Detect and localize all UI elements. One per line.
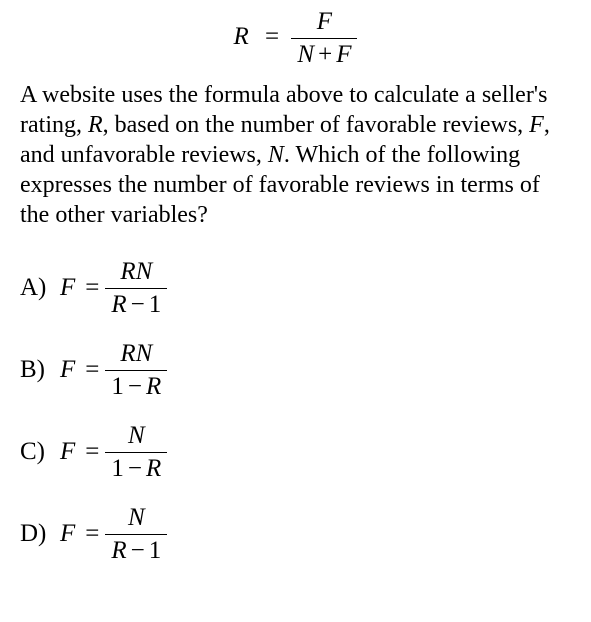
question-var-r: R <box>88 112 103 138</box>
choice-d-expression: F = N R−1 <box>60 504 167 564</box>
choice-d-den-right: 1 <box>149 537 162 564</box>
choice-a-letter: A) <box>20 274 60 302</box>
choice-d-fraction: N R−1 <box>105 504 167 564</box>
answer-choices: A) F = RN R−1 B) F = RN 1− <box>20 258 571 564</box>
choice-a[interactable]: A) F = RN R−1 <box>20 258 571 318</box>
choice-a-den-left: R <box>111 291 126 318</box>
choice-c-expression: F = N 1−R <box>60 422 167 482</box>
equals-sign: = <box>259 23 285 50</box>
choice-d-lhs: F <box>60 520 79 548</box>
choice-b[interactable]: B) F = RN 1−R <box>20 340 571 400</box>
formula-denominator: N+F <box>291 39 357 69</box>
choice-b-num: RN <box>105 340 167 371</box>
choice-a-eq: = <box>79 274 105 302</box>
choice-c-den: 1−R <box>105 453 167 483</box>
choice-c-num: N <box>105 422 167 453</box>
choice-a-den-op: − <box>127 291 149 318</box>
choice-d-den-left: R <box>111 537 126 564</box>
choice-b-eq: = <box>79 356 105 384</box>
choice-d-num: N <box>105 504 167 535</box>
choice-b-den-left: 1 <box>111 373 124 400</box>
choice-c-den-left: 1 <box>111 455 124 482</box>
choice-d-letter: D) <box>20 520 60 548</box>
choice-b-den: 1−R <box>105 371 167 401</box>
question-container: R = F N+F A website uses the formula abo… <box>0 0 591 606</box>
den-var-n: N <box>297 41 314 68</box>
choice-b-fraction: RN 1−R <box>105 340 167 400</box>
formula-lhs: R <box>234 23 253 50</box>
formula-numerator: F <box>291 8 357 39</box>
choice-a-den-right: 1 <box>149 291 162 318</box>
question-var-f: F <box>529 112 544 138</box>
choice-d-eq: = <box>79 520 105 548</box>
choice-d-den-op: − <box>127 537 149 564</box>
choice-b-den-op: − <box>124 373 146 400</box>
plus-sign: + <box>314 41 336 68</box>
choice-d[interactable]: D) F = N R−1 <box>20 504 571 564</box>
choice-c[interactable]: C) F = N 1−R <box>20 422 571 482</box>
question-text: A website uses the formula above to calc… <box>20 80 571 230</box>
choice-c-den-right: R <box>146 455 161 482</box>
choice-b-expression: F = RN 1−R <box>60 340 167 400</box>
question-var-n: N <box>268 142 284 168</box>
choice-a-lhs: F <box>60 274 79 302</box>
choice-a-expression: F = RN R−1 <box>60 258 167 318</box>
choice-d-den: R−1 <box>105 535 167 565</box>
choice-c-fraction: N 1−R <box>105 422 167 482</box>
choice-c-eq: = <box>79 438 105 466</box>
choice-a-den: R−1 <box>105 289 167 319</box>
choice-c-lhs: F <box>60 438 79 466</box>
choice-b-lhs: F <box>60 356 79 384</box>
choice-b-den-right: R <box>146 373 161 400</box>
choice-a-fraction: RN R−1 <box>105 258 167 318</box>
den-var-f: F <box>336 41 351 68</box>
formula-fraction: F N+F <box>291 8 357 68</box>
question-part-2: , based on the number of favorable revie… <box>103 112 530 138</box>
choice-b-letter: B) <box>20 356 60 384</box>
choice-c-letter: C) <box>20 438 60 466</box>
main-formula: R = F N+F <box>20 8 571 68</box>
choice-a-num: RN <box>105 258 167 289</box>
choice-c-den-op: − <box>124 455 146 482</box>
